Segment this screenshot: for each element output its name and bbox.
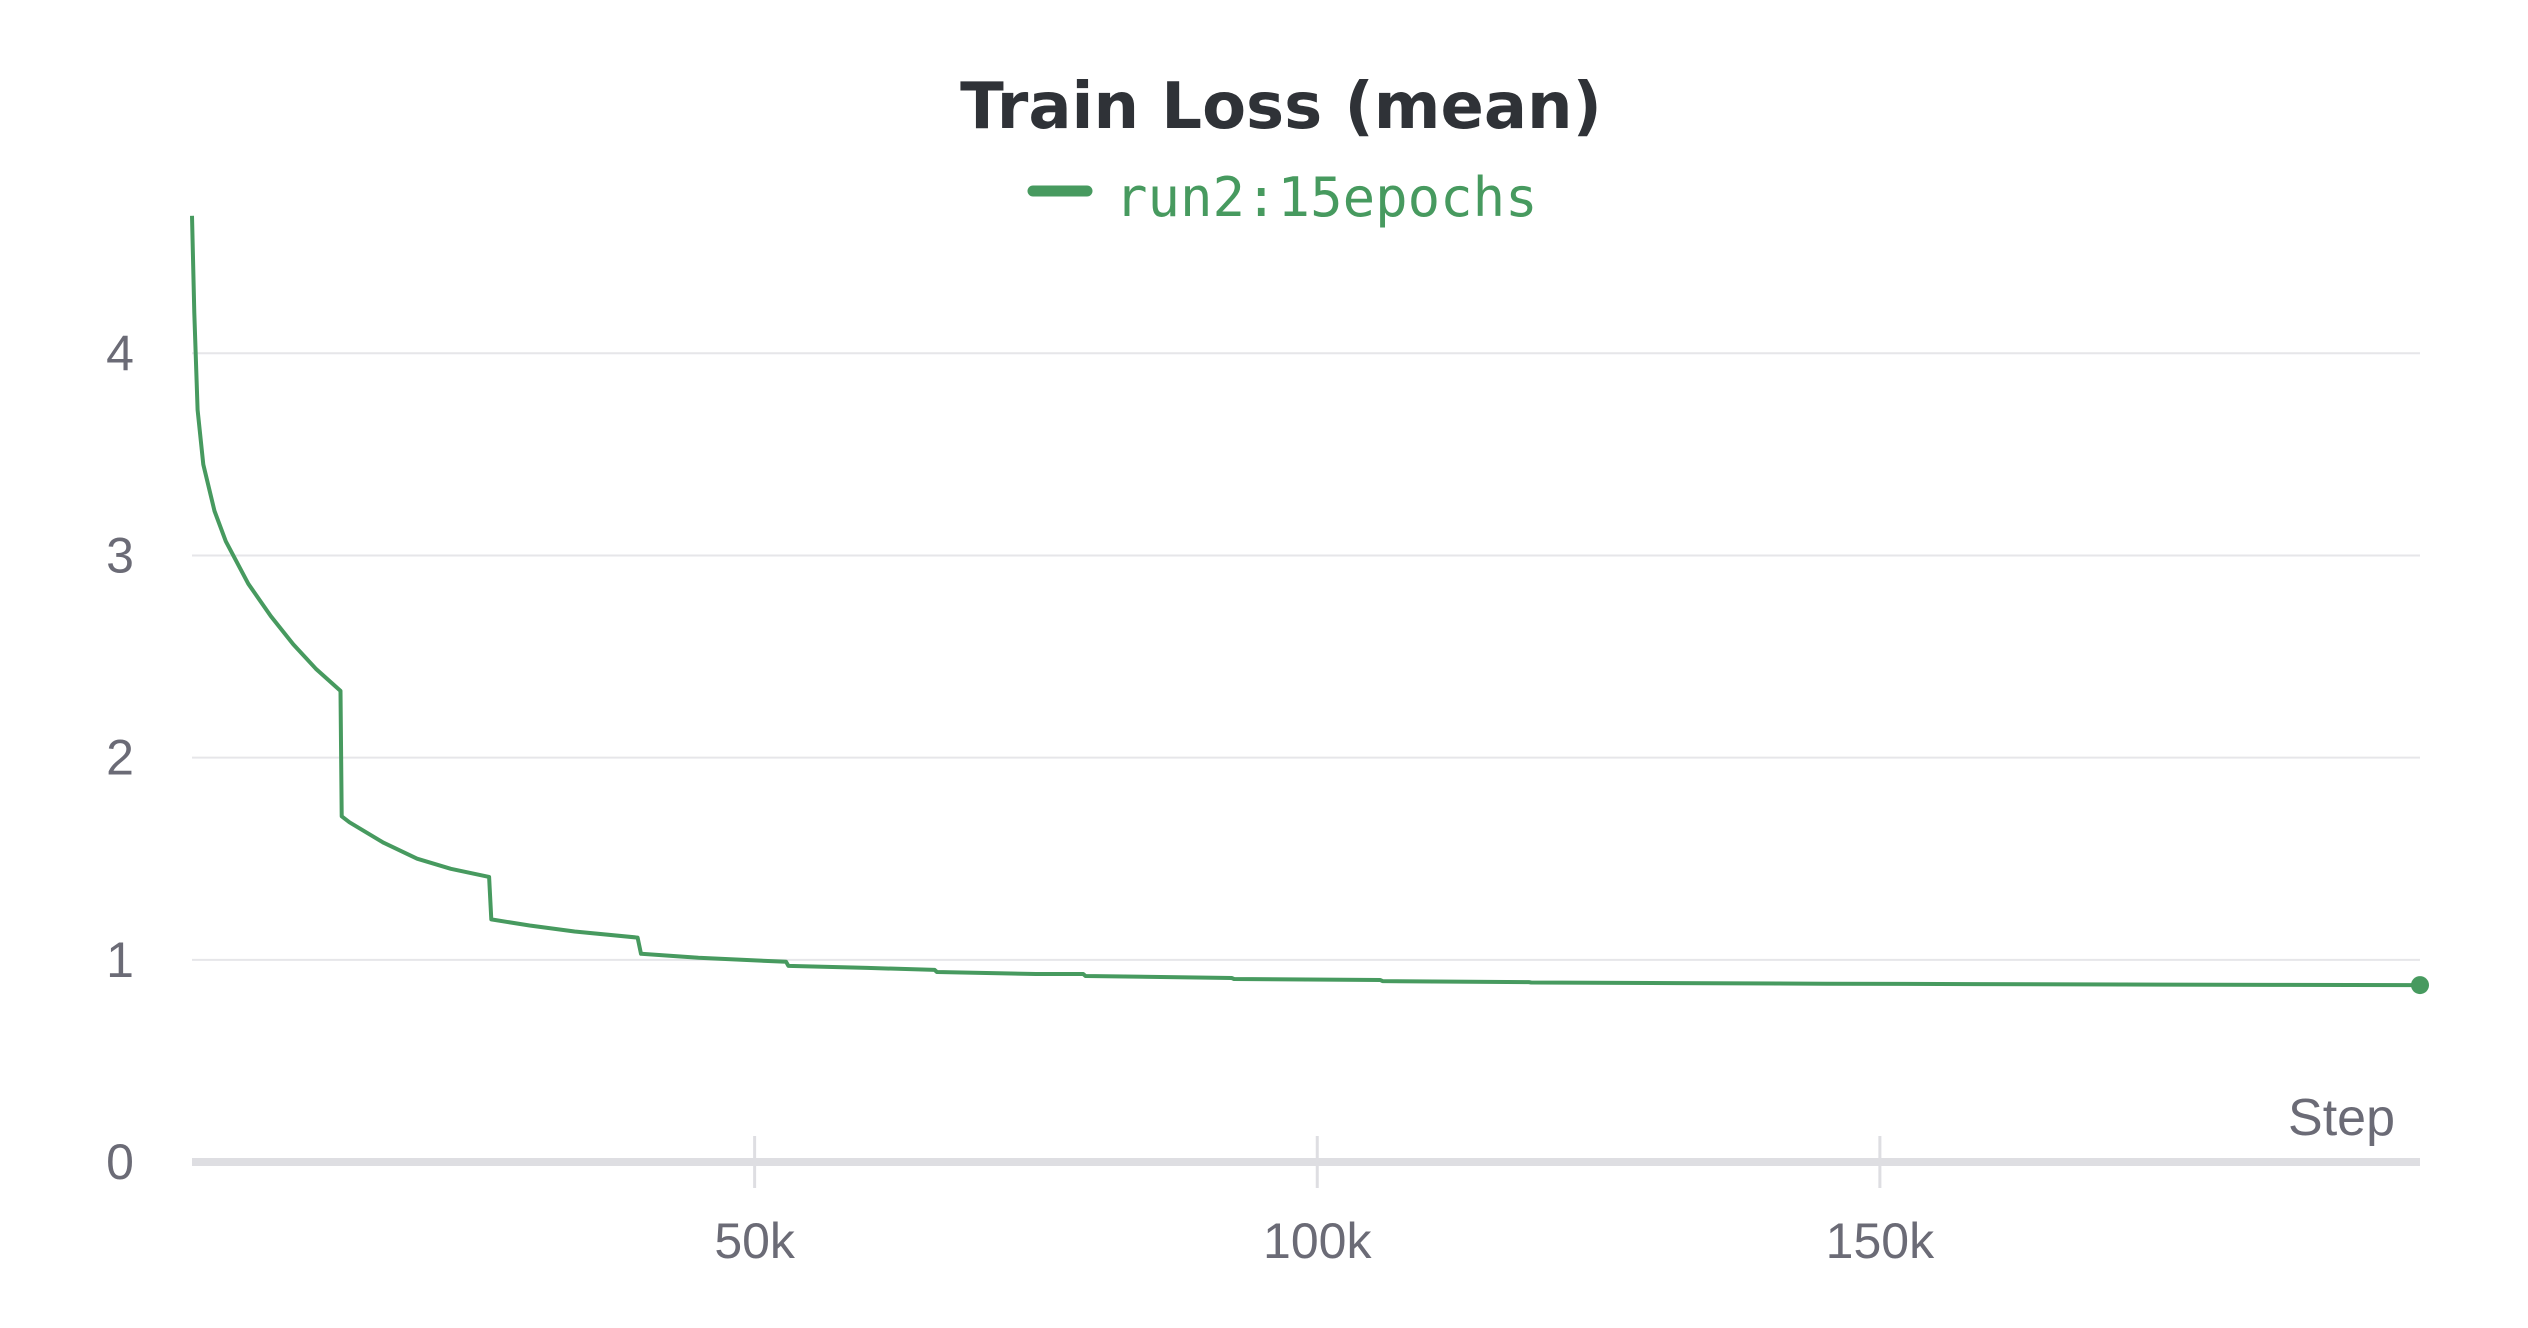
y-tick-label: 1 xyxy=(106,932,134,988)
x-axis: 50k 100k 150k xyxy=(192,1136,2420,1269)
series-layer xyxy=(190,215,2429,995)
y-tick-label: 4 xyxy=(106,325,134,381)
x-tick-label: 50k xyxy=(714,1213,796,1269)
series-endpoint-marker xyxy=(2411,976,2429,995)
series-line-0 xyxy=(190,215,2421,988)
y-tick-label: 0 xyxy=(106,1134,134,1190)
x-axis-title: Step xyxy=(2288,1089,2395,1147)
grid-lines xyxy=(192,352,2420,961)
x-tick-label: 100k xyxy=(1263,1213,1372,1269)
y-tick-label: 3 xyxy=(106,527,134,583)
chart-title: Train Loss (mean) xyxy=(960,70,1602,144)
legend: run2:15epochs xyxy=(1027,166,1538,229)
y-axis: 0 1 2 3 4 xyxy=(106,325,134,1190)
x-tick-label: 150k xyxy=(1826,1213,1935,1269)
legend-label: run2:15epochs xyxy=(1115,166,1538,229)
y-tick-label: 2 xyxy=(106,730,134,786)
